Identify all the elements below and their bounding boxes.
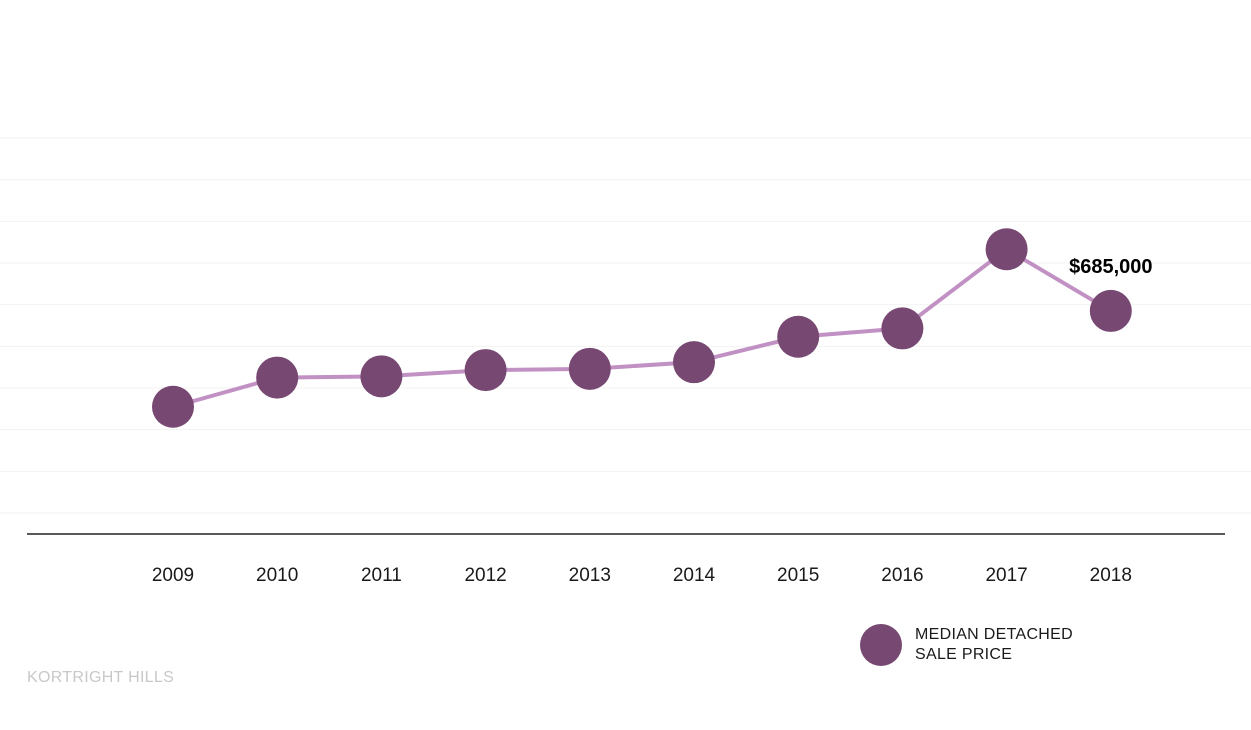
data-point-2017 — [985, 228, 1028, 271]
data-point-2018 — [1089, 289, 1132, 332]
gridlines — [0, 137, 1251, 514]
legend: MEDIAN DETACHED SALE PRICE — [860, 624, 1095, 666]
x-tick-label: 2015 — [777, 565, 819, 586]
data-point-2011 — [360, 355, 403, 398]
data-point-2010 — [256, 356, 299, 399]
x-tick-label: 2018 — [1090, 565, 1132, 586]
data-point-2013 — [568, 347, 611, 390]
data-point-2016 — [881, 307, 924, 350]
data-label-2018: $685,000 — [1069, 256, 1152, 278]
watermark: KORTRIGHT HILLS — [27, 669, 175, 686]
series-line — [172, 246, 1112, 409]
data-labels: $685,000 — [1069, 256, 1152, 278]
data-point-2014 — [673, 341, 715, 384]
x-tick-label: 2014 — [673, 565, 716, 586]
data-point-2012 — [464, 349, 507, 392]
x-tick-label: 2010 — [256, 565, 298, 586]
x-tick-label: 2017 — [985, 565, 1027, 586]
x-tick-label: 2012 — [464, 565, 506, 586]
x-tick-label: 2016 — [881, 565, 923, 586]
data-points — [152, 228, 1132, 428]
legend-marker — [860, 624, 902, 666]
data-point-2009 — [152, 385, 194, 428]
x-tick-label: 2013 — [569, 565, 611, 586]
x-tick-label: 2009 — [152, 565, 194, 586]
legend-label: MEDIAN DETACHED SALE PRICE — [915, 626, 1073, 663]
data-point-2015 — [777, 315, 820, 358]
x-tick-labels: 2009 2010 2011 2012 2013 2014 2015 2016 2017 2018 — [152, 565, 1132, 586]
x-tick-label: 2011 — [361, 565, 402, 586]
